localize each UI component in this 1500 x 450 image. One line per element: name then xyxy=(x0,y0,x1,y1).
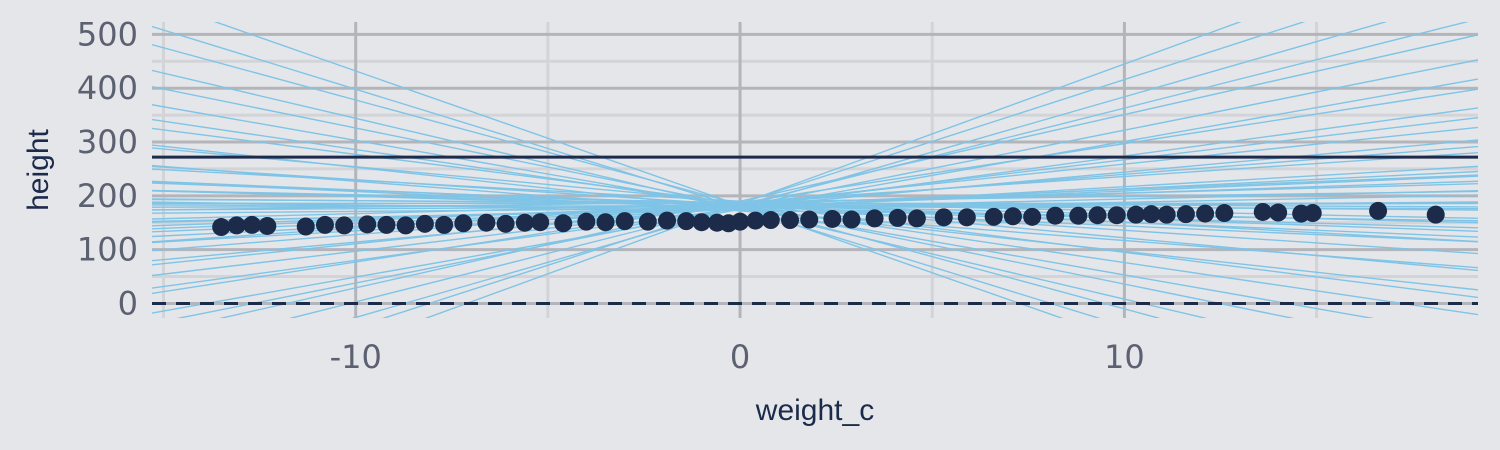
y-tick-label: 200 xyxy=(77,177,138,215)
data-point xyxy=(496,214,515,233)
data-point xyxy=(454,214,473,233)
data-point xyxy=(1269,203,1288,222)
data-point xyxy=(865,209,884,228)
data-point xyxy=(477,213,496,232)
data-point xyxy=(677,212,696,231)
prior-line xyxy=(176,59,1478,318)
reference-lines xyxy=(152,155,1478,305)
data-point xyxy=(1157,205,1176,224)
data-point xyxy=(396,216,415,235)
data-point xyxy=(934,208,953,227)
data-point xyxy=(335,216,354,235)
prior-line xyxy=(213,22,1064,318)
data-point xyxy=(1369,201,1388,220)
data-point xyxy=(781,211,800,230)
data-point xyxy=(907,209,926,228)
tick-labels: 0 100 200 300 400 500 -10 0 10 xyxy=(77,15,1145,376)
data-point xyxy=(957,208,976,227)
data-point xyxy=(638,212,657,231)
data-points xyxy=(212,201,1445,237)
data-point xyxy=(1253,202,1272,221)
data-point xyxy=(888,208,907,227)
data-point xyxy=(1046,206,1065,225)
prior-line xyxy=(381,22,1306,318)
data-point xyxy=(577,212,596,231)
data-point xyxy=(242,215,261,234)
data-point xyxy=(1107,206,1126,225)
prior-line xyxy=(152,180,1478,238)
data-point xyxy=(1003,207,1022,226)
data-point xyxy=(800,210,819,229)
x-tick-label: 0 xyxy=(730,338,750,376)
x-axis-title: weight_c xyxy=(755,394,874,427)
y-tick-label: 0 xyxy=(118,284,138,322)
data-point xyxy=(435,215,454,234)
data-point xyxy=(377,215,396,234)
y-tick-label: 100 xyxy=(77,231,138,269)
prior-line xyxy=(152,78,1478,314)
data-point xyxy=(554,214,573,233)
data-point xyxy=(296,217,315,236)
data-point xyxy=(515,213,534,232)
data-point xyxy=(1215,204,1234,223)
prior-line xyxy=(152,139,1478,262)
prior-lines xyxy=(152,22,1478,318)
data-point xyxy=(531,213,550,232)
x-tick-label: 10 xyxy=(1104,338,1145,376)
data-point xyxy=(1196,204,1215,223)
data-point xyxy=(615,212,634,231)
data-point xyxy=(658,211,677,230)
data-point xyxy=(1023,207,1042,226)
data-point xyxy=(596,213,615,232)
data-point xyxy=(842,210,861,229)
data-point xyxy=(1176,205,1195,224)
data-point xyxy=(258,216,277,235)
data-point xyxy=(315,215,334,234)
data-point xyxy=(212,218,231,237)
data-point xyxy=(1426,205,1445,224)
y-tick-label: 300 xyxy=(77,123,138,161)
data-point xyxy=(1303,204,1322,223)
data-point xyxy=(692,213,711,232)
data-point xyxy=(415,214,434,233)
y-axis-title: height xyxy=(22,128,55,210)
data-point xyxy=(1069,206,1088,225)
grid xyxy=(152,22,1478,318)
data-point xyxy=(984,207,1003,226)
prior-line xyxy=(218,34,1478,318)
data-point xyxy=(1142,205,1161,224)
prior-line xyxy=(152,25,1101,318)
prior-line xyxy=(424,22,1242,318)
prior-line xyxy=(152,107,1478,289)
y-tick-label: 400 xyxy=(77,69,138,107)
prior-line xyxy=(351,22,1388,318)
data-point xyxy=(731,212,750,231)
data-point xyxy=(227,216,246,235)
data-point xyxy=(746,211,765,230)
x-tick-label: -10 xyxy=(330,338,382,376)
data-point xyxy=(761,211,780,230)
data-point xyxy=(823,209,842,228)
data-point xyxy=(1088,206,1107,225)
y-tick-label: 500 xyxy=(77,15,138,53)
data-point xyxy=(358,215,377,234)
data-point xyxy=(1126,205,1145,224)
